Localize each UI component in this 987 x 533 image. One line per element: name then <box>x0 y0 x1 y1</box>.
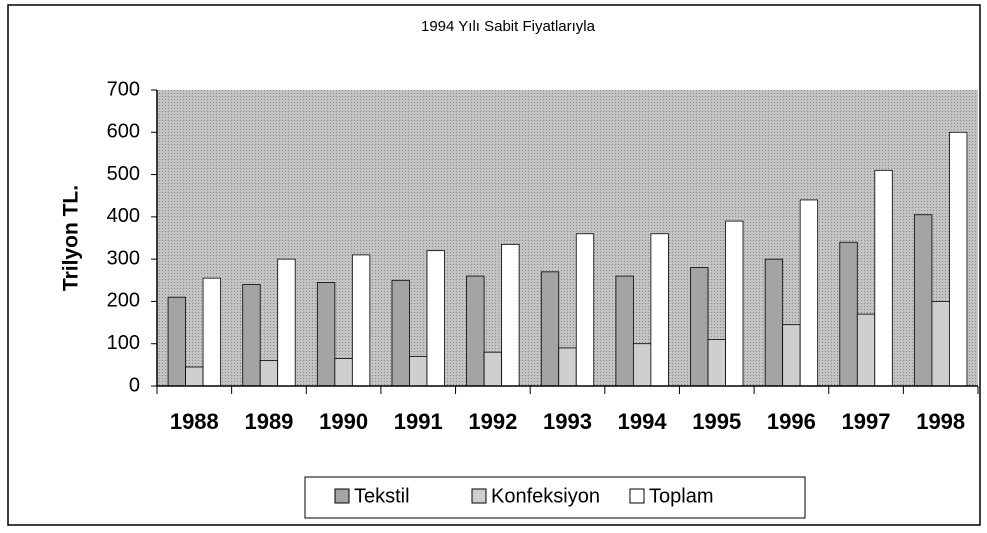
bar <box>185 366 204 387</box>
bar <box>725 220 744 387</box>
x-tick-label: 1998 <box>916 409 965 434</box>
chart-title: 1994 Yılı Sabit Fiyatlarıyla <box>421 18 596 35</box>
bar <box>351 254 371 387</box>
y-tick-label: 100 <box>107 332 140 354</box>
bar <box>483 351 503 387</box>
bar <box>632 343 652 387</box>
bar <box>242 284 261 387</box>
bar <box>540 271 560 387</box>
bar <box>409 355 428 387</box>
bar <box>931 301 950 387</box>
legend-swatch <box>471 488 487 504</box>
x-tick-label: 1993 <box>543 409 592 434</box>
bar <box>426 250 445 387</box>
bar <box>839 241 858 387</box>
legend-label: Tekstil <box>354 485 410 507</box>
y-tick-label: 300 <box>107 247 140 269</box>
bar <box>650 233 669 387</box>
bar <box>575 233 595 387</box>
bar <box>316 281 336 387</box>
bar <box>466 275 485 387</box>
x-tick-label: 1994 <box>618 409 668 434</box>
y-tick-label: 400 <box>107 205 140 227</box>
bar <box>856 313 876 387</box>
y-axis-label: Trilyon TL. <box>60 185 83 291</box>
bar <box>615 275 634 387</box>
x-tick-label: 1988 <box>170 409 219 434</box>
legend-swatch <box>629 488 645 504</box>
bar <box>334 358 353 387</box>
bar <box>707 339 726 387</box>
bar <box>202 277 221 387</box>
x-tick-label: 1989 <box>244 409 293 434</box>
x-tick-label: 1995 <box>692 409 741 434</box>
y-tick-label: 600 <box>107 121 140 143</box>
bar <box>501 243 520 387</box>
bar <box>167 296 186 387</box>
legend-swatch <box>334 488 350 504</box>
bar <box>799 199 819 387</box>
x-tick-label: 1997 <box>842 409 891 434</box>
x-tick-label: 1992 <box>468 409 517 434</box>
bar <box>277 258 296 387</box>
y-tick-label: 200 <box>107 290 140 312</box>
bar <box>259 360 279 387</box>
y-tick-label: 0 <box>129 374 140 396</box>
bar <box>391 279 410 387</box>
legend-label: Konfeksiyon <box>491 485 600 507</box>
x-tick-label: 1990 <box>319 409 368 434</box>
bar <box>764 258 784 387</box>
bar <box>949 131 968 387</box>
x-tick-label: 1991 <box>394 409 443 434</box>
x-tick-label: 1996 <box>767 409 816 434</box>
bar <box>558 347 577 387</box>
y-tick-label: 500 <box>107 163 140 185</box>
y-tick-label: 700 <box>107 78 140 100</box>
bar <box>914 214 933 387</box>
bar <box>690 267 709 387</box>
legend-box <box>304 476 806 519</box>
bar <box>874 169 893 387</box>
legend-label: Toplam <box>649 485 713 507</box>
bar <box>782 324 801 387</box>
